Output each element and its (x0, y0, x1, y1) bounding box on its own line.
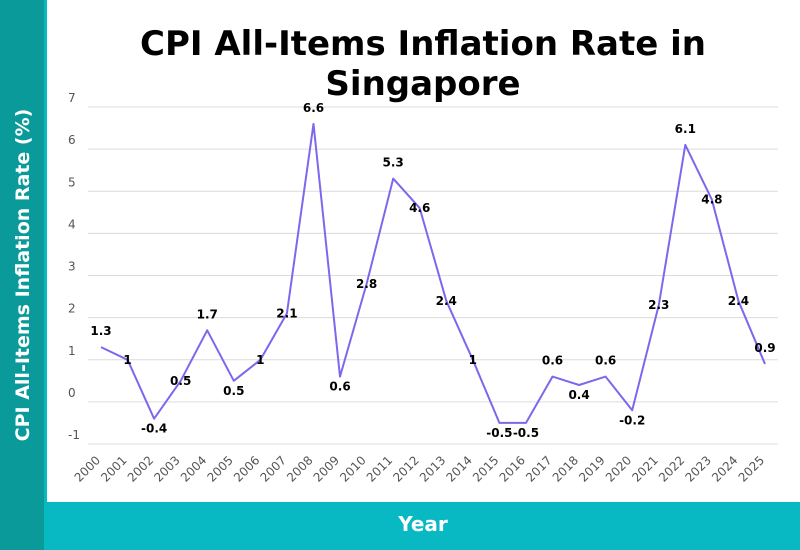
x-tick-label: 2011 (364, 453, 395, 484)
data-label: 0.9 (754, 341, 775, 355)
data-label: 1 (123, 353, 131, 367)
data-label: 6.6 (303, 101, 324, 115)
data-label: 2.1 (276, 306, 297, 320)
x-tick-label: 2003 (151, 453, 182, 484)
data-label: 1.3 (90, 324, 111, 338)
y-axis-band (0, 0, 46, 550)
y-tick-label: 3 (68, 260, 76, 274)
data-label: 0.6 (329, 380, 350, 394)
data-label: 1.7 (197, 307, 218, 321)
data-label: 5.3 (383, 156, 404, 170)
x-tick-label: 2016 (497, 453, 528, 484)
data-label: 0.5 (223, 384, 244, 398)
x-tick-label: 2018 (550, 453, 581, 484)
x-tick-label: 2008 (284, 453, 315, 484)
x-tick-label: 2025 (736, 453, 767, 484)
data-label: -0.2 (619, 413, 645, 427)
x-tick-label: 2000 (72, 453, 103, 484)
x-tick-label: 2017 (523, 453, 554, 484)
x-tick-label: 2022 (656, 453, 687, 484)
x-tick-label: 2015 (470, 453, 501, 484)
x-tick-label: 2023 (683, 453, 714, 484)
data-label: 0.6 (595, 354, 616, 368)
data-label: 4.8 (701, 193, 722, 207)
y-tick-label: 6 (68, 133, 76, 147)
x-tick-label: 2021 (629, 453, 660, 484)
data-label: 1 (469, 353, 477, 367)
y-tick-label: 4 (68, 217, 76, 231)
x-tick-label: 2002 (125, 453, 156, 484)
x-tick-label: 2009 (311, 453, 342, 484)
x-tick-label: 2024 (709, 453, 740, 484)
x-axis-band (46, 502, 800, 550)
data-label: 0.4 (568, 388, 589, 402)
data-label: 2.4 (436, 294, 457, 308)
data-label: -0.4 (141, 422, 167, 436)
series-line (100, 122, 766, 424)
x-axis-title: Year (398, 512, 448, 536)
y-tick-label: 1 (68, 344, 76, 358)
data-label: 6.1 (675, 122, 696, 136)
data-label: -0.5 (513, 426, 539, 440)
x-tick-label: 2020 (603, 453, 634, 484)
x-tick-label: 2010 (337, 453, 368, 484)
x-tick-label: 2007 (258, 453, 289, 484)
data-label: 0.5 (170, 374, 191, 388)
x-tick-label: 2013 (417, 453, 448, 484)
x-tick-label: 2001 (98, 453, 129, 484)
data-label: 4.6 (409, 201, 430, 215)
x-tick-label: 2005 (204, 453, 235, 484)
y-tick-label: 2 (68, 302, 76, 316)
y-tick-label: -1 (68, 428, 80, 442)
data-label: 0.6 (542, 354, 563, 368)
data-label: 2.3 (648, 298, 669, 312)
y-axis-band-edge (44, 0, 47, 550)
x-tick-label: 2012 (390, 453, 421, 484)
x-tick-label: 2019 (576, 453, 607, 484)
x-tick-label: 2006 (231, 453, 262, 484)
y-tick-label: 5 (68, 175, 76, 189)
data-label: 2.8 (356, 277, 377, 291)
y-tick-label: 0 (68, 386, 76, 400)
y-tick-label: 7 (68, 91, 76, 105)
data-label: 2.4 (728, 294, 749, 308)
x-tick-label: 2014 (443, 453, 474, 484)
data-label: 1 (256, 353, 264, 367)
x-tick-label: 2004 (178, 453, 209, 484)
data-label: -0.5 (486, 426, 512, 440)
chart-title: CPI All-Items Inflation Rate in Singapor… (140, 24, 706, 104)
